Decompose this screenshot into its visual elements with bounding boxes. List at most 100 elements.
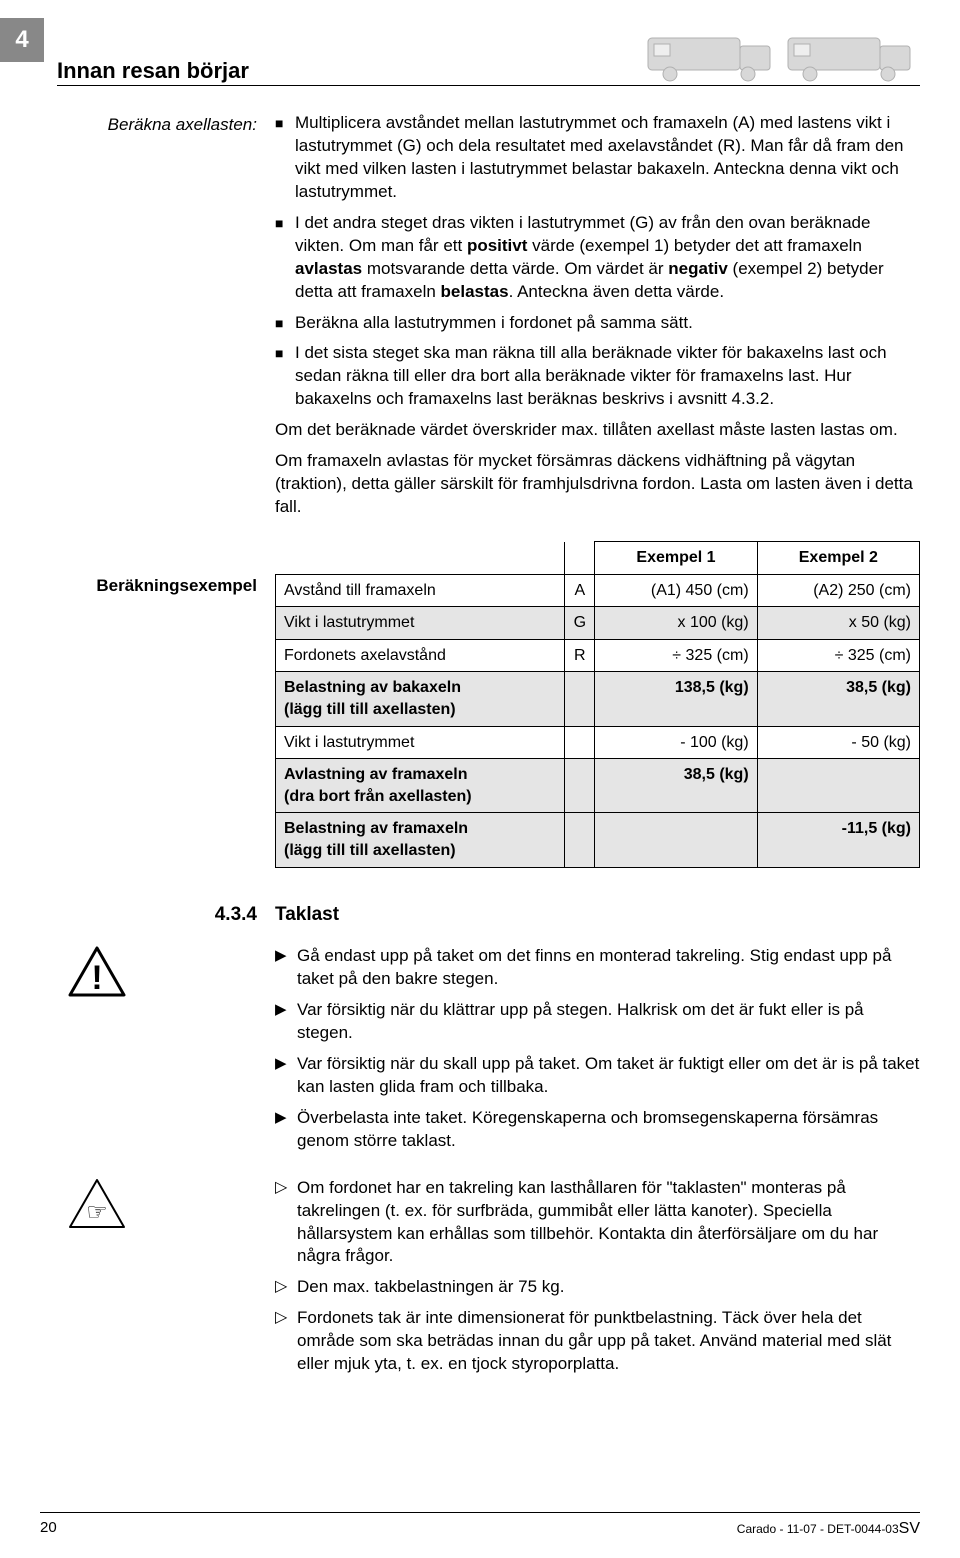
- arrow-outline-icon: ▷: [275, 1276, 297, 1298]
- bullet-item: ■ I det sista steget ska man räkna till …: [275, 342, 920, 411]
- page-footer: 20 Carado - 11-07 - DET-0044-03SV: [40, 1512, 920, 1540]
- svg-text:☞: ☞: [86, 1199, 108, 1226]
- row-value-1: ÷ 325 (cm): [595, 639, 757, 672]
- section-heading: 4.3.4 Taklast: [57, 902, 920, 928]
- arrow-filled-icon: ▶: [275, 1107, 297, 1130]
- paragraph: Om framaxeln avlastas för mycket försämr…: [275, 450, 920, 519]
- row-symbol: G: [565, 607, 595, 640]
- footer-lang: SV: [899, 1520, 920, 1537]
- bullet-text: I det andra steget dras vikten i lastutr…: [295, 212, 920, 304]
- rv-illustration: [640, 26, 920, 86]
- arrow-outline-icon: ▷: [275, 1307, 297, 1329]
- table-row: Avstånd till framaxelnA(A1) 450 (cm)(A2)…: [276, 574, 920, 607]
- note-block: ☞ ▷Om fordonet har en takreling kan last…: [57, 1177, 920, 1385]
- bullet-square-icon: ■: [275, 112, 295, 134]
- row-value-1: - 100 (kg): [595, 726, 757, 759]
- arrow-filled-icon: ▶: [275, 945, 297, 968]
- header-title: Innan resan börjar: [57, 56, 249, 86]
- row-value-1: (A1) 450 (cm): [595, 574, 757, 607]
- axle-bullets: ■ Multiplicera avståndet mellan lastutry…: [275, 112, 920, 527]
- bullet-item: ■ Beräkna alla lastutrymmen i fordonet p…: [275, 312, 920, 335]
- row-label: Vikt i lastutrymmet: [276, 726, 565, 759]
- row-label: Belastning av bakaxeln(lägg till till ax…: [276, 672, 565, 726]
- example-table: Exempel 1 Exempel 2 Avstånd till framaxe…: [275, 541, 920, 868]
- row-value-2: x 50 (kg): [757, 607, 919, 640]
- header-rule: [57, 85, 920, 86]
- table-row: Avlastning av framaxeln(dra bort från ax…: [276, 759, 920, 813]
- note-list: ▷Om fordonet har en takreling kan lasthå…: [275, 1177, 920, 1385]
- footer-docid: Carado - 11-07 - DET-0044-03SV: [737, 1518, 920, 1540]
- col-header-ex2: Exempel 2: [757, 542, 919, 575]
- warning-item: ▶Överbelasta inte taket. Köregenskaperna…: [275, 1107, 920, 1153]
- bold-span: negativ: [668, 259, 728, 278]
- note-text: Om fordonet har en takreling kan lasthål…: [297, 1177, 920, 1269]
- note-item: ▷Den max. takbelastningen är 75 kg.: [275, 1276, 920, 1299]
- note-text: Den max. takbelastningen är 75 kg.: [297, 1276, 920, 1299]
- section-title: Taklast: [275, 902, 339, 928]
- page-header: Innan resan börjar: [57, 26, 920, 86]
- row-label: Avlastning av framaxeln(dra bort från ax…: [276, 759, 565, 813]
- note-text: Fordonets tak är inte dimensionerat för …: [297, 1307, 920, 1376]
- row-symbol: [565, 726, 595, 759]
- col-header-ex1: Exempel 1: [595, 542, 757, 575]
- arrow-filled-icon: ▶: [275, 999, 297, 1022]
- row-label: Avstånd till framaxeln: [276, 574, 565, 607]
- row-value-2: (A2) 250 (cm): [757, 574, 919, 607]
- row-value-2: - 50 (kg): [757, 726, 919, 759]
- bullet-square-icon: ■: [275, 342, 295, 364]
- warning-triangle-icon: !: [67, 945, 127, 999]
- row-symbol: [565, 759, 595, 813]
- footer-doc-text: Carado - 11-07 - DET-0044-03: [737, 1522, 899, 1536]
- warning-block: ! ▶Gå endast upp på taket om det finns e…: [57, 945, 920, 1161]
- row-symbol: A: [565, 574, 595, 607]
- text-span: värde (exempel 1) betyder det att framax…: [527, 236, 862, 255]
- bullet-square-icon: ■: [275, 212, 295, 234]
- chapter-tab: 4: [0, 18, 44, 62]
- table-row: Fordonets axelavståndR÷ 325 (cm)÷ 325 (c…: [276, 639, 920, 672]
- bullet-text: Multiplicera avståndet mellan lastutrymm…: [295, 112, 920, 204]
- warning-text: Var försiktig när du klättrar upp på ste…: [297, 999, 920, 1045]
- row-value-2: 38,5 (kg): [757, 672, 919, 726]
- row-symbol: [565, 672, 595, 726]
- warning-text: Överbelasta inte taket. Köregenskaperna …: [297, 1107, 920, 1153]
- table-header-row: Exempel 1 Exempel 2: [276, 542, 920, 575]
- bullet-text: I det sista steget ska man räkna till al…: [295, 342, 920, 411]
- row-label: Vikt i lastutrymmet: [276, 607, 565, 640]
- text-span: motsvarande detta värde. Om värdet är: [362, 259, 668, 278]
- text-span: . Anteckna även detta värde.: [509, 282, 724, 301]
- table-row: Belastning av framaxeln(lägg till till a…: [276, 813, 920, 867]
- warning-text: Var försiktig när du skall upp på taket.…: [297, 1053, 920, 1099]
- row-value-1: [595, 813, 757, 867]
- bold-span: belastas: [441, 282, 509, 301]
- bold-span: positivt: [467, 236, 527, 255]
- paragraph: Om det beräknade värdet överskrider max.…: [275, 419, 920, 442]
- page-number: 20: [40, 1518, 57, 1540]
- row-value-1: 138,5 (kg): [595, 672, 757, 726]
- row-symbol: R: [565, 639, 595, 672]
- bullet-item: ■ I det andra steget dras vikten i lastu…: [275, 212, 920, 304]
- side-label-example: Beräkningsexempel: [57, 541, 275, 598]
- arrow-filled-icon: ▶: [275, 1053, 297, 1076]
- note-item: ▷Fordonets tak är inte dimensionerat för…: [275, 1307, 920, 1376]
- table-row: Belastning av bakaxeln(lägg till till ax…: [276, 672, 920, 726]
- row-label: Fordonets axelavstånd: [276, 639, 565, 672]
- svg-text:!: !: [91, 959, 102, 997]
- warning-item: ▶Var försiktig när du skall upp på taket…: [275, 1053, 920, 1099]
- warning-text: Gå endast upp på taket om det finns en m…: [297, 945, 920, 991]
- warning-list: ▶Gå endast upp på taket om det finns en …: [275, 945, 920, 1161]
- table-row: Vikt i lastutrymmetGx 100 (kg)x 50 (kg): [276, 607, 920, 640]
- bullet-item: ■ Multiplicera avståndet mellan lastutry…: [275, 112, 920, 204]
- row-symbol: [565, 813, 595, 867]
- row-value-2: [757, 759, 919, 813]
- row-value-1: 38,5 (kg): [595, 759, 757, 813]
- row-label: Belastning av framaxeln(lägg till till a…: [276, 813, 565, 867]
- bullet-text: Beräkna alla lastutrymmen i fordonet på …: [295, 312, 920, 335]
- arrow-outline-icon: ▷: [275, 1177, 297, 1199]
- bold-span: avlastas: [295, 259, 362, 278]
- table-row: Vikt i lastutrymmet - 100 (kg)- 50 (kg): [276, 726, 920, 759]
- section-number: 4.3.4: [57, 902, 275, 928]
- warning-item: ▶Gå endast upp på taket om det finns en …: [275, 945, 920, 991]
- note-item: ▷Om fordonet har en takreling kan lasthå…: [275, 1177, 920, 1269]
- row-value-2: ÷ 325 (cm): [757, 639, 919, 672]
- note-triangle-icon: ☞: [67, 1177, 127, 1231]
